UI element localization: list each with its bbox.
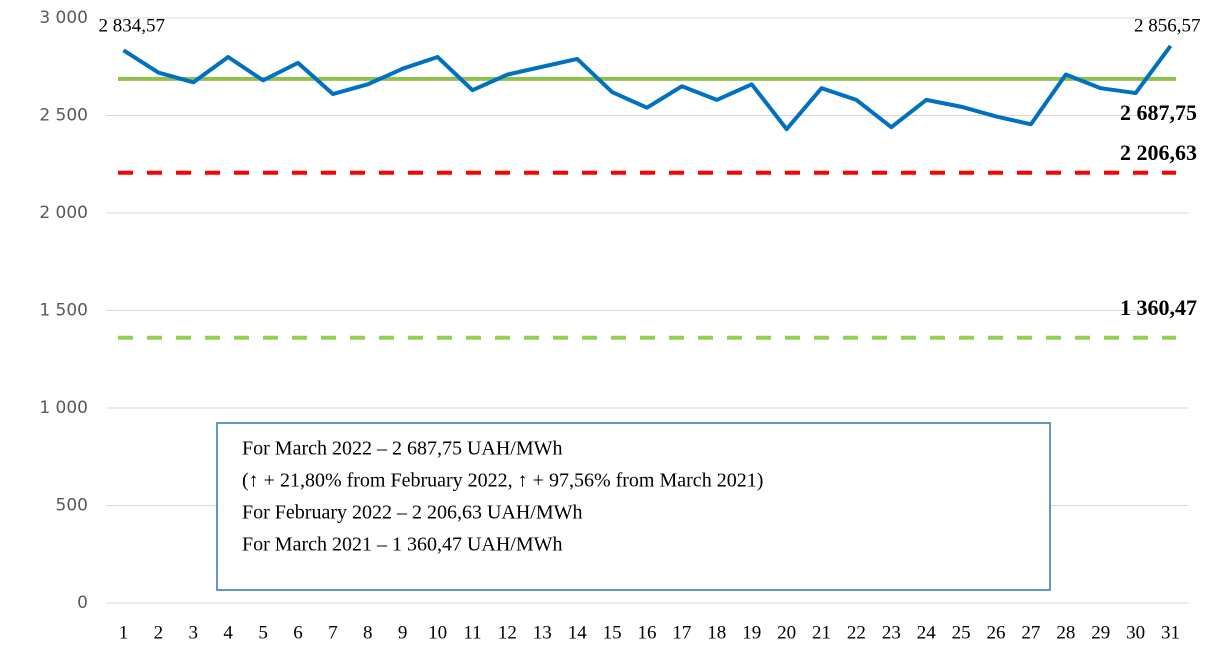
x-tick-label: 6 bbox=[293, 622, 303, 643]
reference-label: 2 687,75 bbox=[1120, 100, 1197, 125]
x-tick-label: 7 bbox=[328, 622, 338, 643]
x-tick-label: 31 bbox=[1161, 622, 1180, 643]
x-tick-label: 23 bbox=[882, 622, 901, 643]
x-tick-label: 18 bbox=[707, 622, 726, 643]
x-tick-label: 12 bbox=[498, 622, 517, 643]
x-tick-label: 25 bbox=[952, 622, 971, 643]
x-tick-label: 15 bbox=[603, 622, 622, 643]
reference-label: 1 360,47 bbox=[1120, 295, 1197, 320]
x-tick-label: 28 bbox=[1056, 622, 1075, 643]
x-tick-label: 3 bbox=[189, 622, 199, 643]
x-tick-label: 26 bbox=[987, 622, 1006, 643]
x-tick-label: 17 bbox=[672, 622, 691, 643]
x-tick-label: 16 bbox=[638, 622, 657, 643]
x-tick-label: 24 bbox=[917, 622, 937, 643]
annotation-text: For March 2022 – 2 687,75 UAH/MWh bbox=[242, 438, 563, 460]
x-tick-label: 27 bbox=[1021, 622, 1040, 643]
x-tick-label: 14 bbox=[568, 622, 588, 643]
x-tick-label: 22 bbox=[847, 622, 866, 643]
x-tick-label: 8 bbox=[363, 622, 373, 643]
data-line bbox=[122, 44, 1173, 132]
y-tick-label: 1 500 bbox=[39, 301, 88, 321]
y-tick-label: 3 000 bbox=[39, 8, 88, 28]
x-tick-label: 10 bbox=[428, 622, 447, 643]
y-tick-label: 0 bbox=[77, 593, 88, 613]
annotation-text: (↑ + 21,80% from February 2022, ↑ + 97,5… bbox=[242, 470, 763, 492]
x-tick-label: 13 bbox=[533, 622, 552, 643]
x-tick-label: 1 bbox=[119, 622, 129, 643]
x-tick-label: 2 bbox=[154, 622, 164, 643]
y-tick-label: 2 000 bbox=[39, 203, 88, 223]
x-tick-label: 20 bbox=[777, 622, 796, 643]
x-tick-label: 29 bbox=[1091, 622, 1110, 643]
x-tick-label: 5 bbox=[258, 622, 268, 643]
annotation-box bbox=[216, 422, 1051, 591]
annotation-text: For February 2022 – 2 206,63 UAH/MWh bbox=[242, 502, 583, 524]
x-tick-label: 11 bbox=[463, 622, 481, 643]
y-tick-label: 500 bbox=[56, 496, 88, 516]
x-tick-label: 9 bbox=[398, 622, 408, 643]
data-label: 2 834,57 bbox=[98, 15, 165, 36]
x-tick-label: 4 bbox=[223, 622, 233, 643]
reference-label: 2 206,63 bbox=[1120, 140, 1197, 165]
annotation-text: For March 2021 – 1 360,47 UAH/MWh bbox=[242, 534, 563, 556]
x-tick-label: 30 bbox=[1126, 622, 1145, 643]
y-tick-label: 2 500 bbox=[39, 106, 88, 126]
y-tick-label: 1 000 bbox=[39, 398, 88, 418]
x-tick-label: 19 bbox=[742, 622, 761, 643]
x-tick-label: 21 bbox=[812, 622, 831, 643]
data-label: 2 856,57 bbox=[1134, 15, 1201, 36]
